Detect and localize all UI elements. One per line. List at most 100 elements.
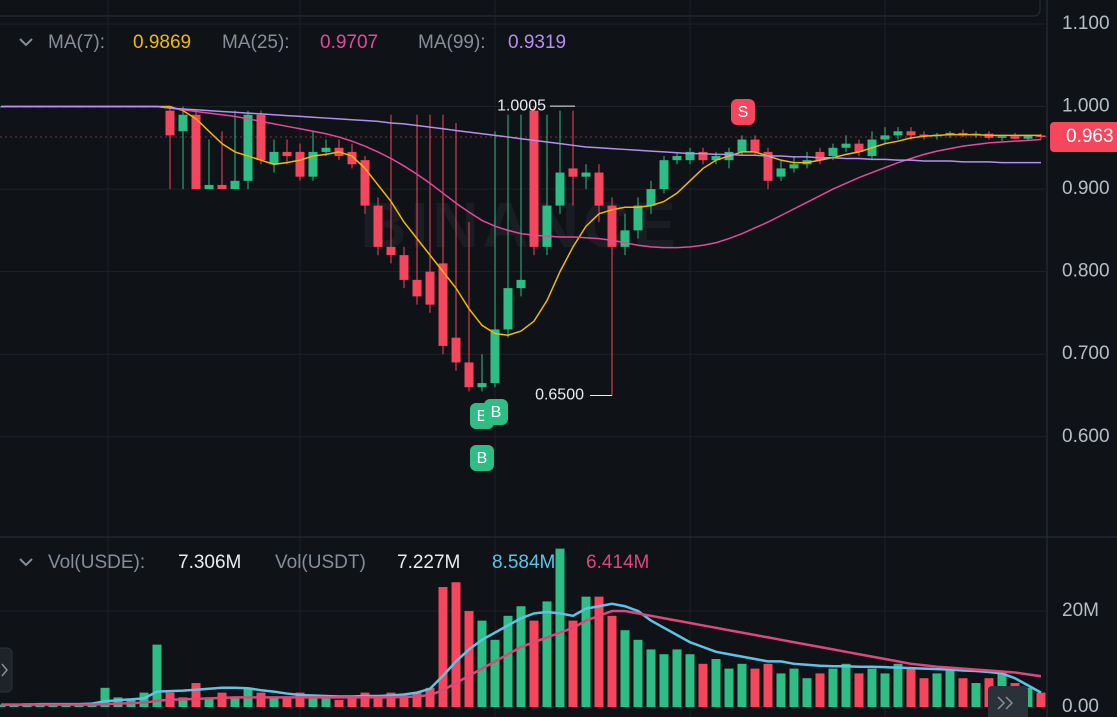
volume-bar	[490, 639, 500, 707]
candle-body	[360, 160, 370, 206]
volume-bar	[945, 668, 955, 707]
candle-body	[672, 156, 682, 161]
y-tick-label: 0.900	[1062, 178, 1110, 199]
collapse-icon[interactable]	[19, 38, 33, 47]
volume-bar	[568, 620, 578, 707]
volume-bar	[763, 663, 773, 707]
volume-bar	[854, 673, 864, 707]
candle-body	[347, 151, 357, 165]
volume-bar	[100, 687, 110, 707]
volume-bar	[711, 659, 721, 707]
candle-body	[230, 180, 240, 190]
candle-body	[841, 143, 851, 148]
y-tick-label: 0.600	[1062, 426, 1110, 447]
volume-bar	[204, 697, 214, 707]
candle-body	[568, 168, 578, 177]
candle-body	[490, 329, 500, 384]
volume-bar	[542, 601, 552, 707]
candle-body	[269, 151, 279, 165]
annotation: 0.6500	[535, 387, 584, 404]
candle-body	[815, 151, 825, 161]
y-tick-label: 0.00	[1062, 696, 1099, 717]
volume-bar	[503, 615, 513, 707]
volume-bar	[191, 683, 201, 707]
volume-bar	[464, 611, 474, 707]
trade-marker: B	[470, 445, 494, 471]
legend-value: 7.306M	[178, 552, 241, 573]
volume-bar	[282, 697, 292, 707]
candle-body	[854, 143, 864, 152]
candle-body	[321, 147, 331, 152]
scroll-icon	[997, 696, 1014, 710]
candle-body	[594, 172, 604, 206]
legend-label: MA(7):	[48, 32, 105, 53]
candle-body	[555, 172, 565, 206]
volume-bar	[607, 615, 617, 707]
volume-bar	[516, 606, 526, 707]
volume-bar	[646, 649, 656, 707]
candle-body	[191, 114, 201, 190]
volume-bar	[841, 663, 851, 707]
volume-bar	[724, 668, 734, 707]
legend: MA(7): 0.9869 MA(25): 0.9707 MA(99): 0.9…	[19, 32, 649, 573]
volume-bar	[698, 663, 708, 707]
volume-bar	[581, 596, 591, 707]
volume-bar	[659, 654, 669, 707]
volume-bar	[295, 692, 305, 707]
volume-bar	[828, 668, 838, 707]
expand-icon	[1, 663, 8, 677]
candle-body	[204, 184, 214, 190]
candle-body	[607, 205, 617, 247]
marker-badge	[470, 445, 494, 471]
trade-marker: S	[731, 99, 755, 125]
last-price-box	[1050, 122, 1117, 153]
candle-body	[243, 114, 253, 181]
y-tick-label: 0.800	[1062, 261, 1110, 282]
volume-bar	[360, 692, 370, 707]
candle-body	[178, 114, 188, 132]
candle-body	[412, 279, 422, 297]
volume-bar	[919, 678, 929, 707]
volume-bar	[139, 692, 149, 707]
header-box	[0, 0, 1041, 17]
volume-bar	[334, 699, 344, 707]
candle-body	[789, 164, 799, 169]
scroll-button[interactable]	[988, 686, 1028, 717]
candle-body	[685, 151, 695, 161]
marker-badge	[484, 399, 508, 425]
volume-bar	[750, 668, 760, 707]
candle-body	[165, 110, 175, 136]
expand-button[interactable]	[0, 647, 13, 693]
collapse-icon[interactable]	[19, 558, 33, 567]
candle-body	[1036, 135, 1046, 138]
watermark: BINANCE	[360, 189, 680, 261]
volume-bar	[1036, 692, 1046, 707]
volume-bar	[789, 668, 799, 707]
candle-body	[1023, 135, 1033, 139]
candle-body	[737, 139, 747, 152]
volume-bar	[399, 697, 409, 707]
volume-bar	[958, 678, 968, 707]
volume-bar	[9, 705, 19, 707]
marker-label: B	[491, 404, 502, 421]
candle-body	[698, 151, 708, 161]
candle-body	[386, 246, 396, 256]
candle-body	[763, 151, 773, 181]
trade-marker: B	[484, 399, 508, 425]
volume-bar	[113, 697, 123, 707]
volume-bar	[61, 705, 71, 707]
volume-bar	[269, 697, 279, 707]
candle-body	[295, 151, 305, 177]
volume-bar	[321, 697, 331, 707]
candle-body	[373, 205, 383, 247]
candle-body	[633, 205, 643, 231]
volume-bar	[737, 663, 747, 707]
legend-value: 0.9869	[133, 32, 191, 53]
volume-bar	[412, 692, 422, 707]
legend-value: 0.9707	[320, 32, 378, 53]
candle-body	[542, 205, 552, 247]
legend-value: 6.414M	[586, 552, 649, 573]
marker-badge	[731, 99, 755, 125]
volume-bar	[217, 692, 227, 707]
y-tick-label: 20M	[1062, 600, 1099, 621]
